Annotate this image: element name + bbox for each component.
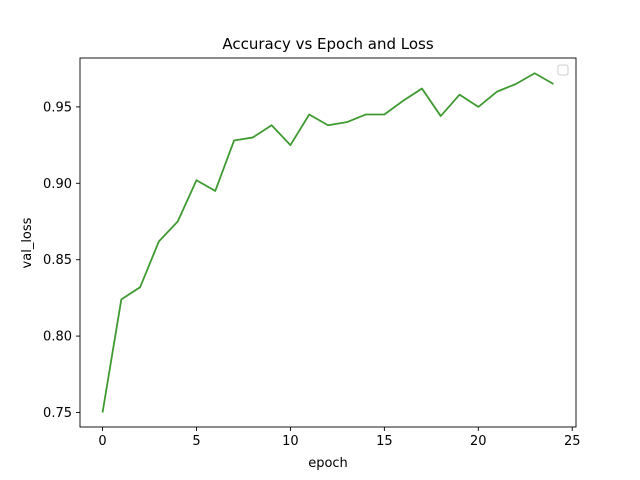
- y-axis-label: val_loss: [20, 217, 35, 268]
- y-tick-label-2: 0.85: [43, 253, 72, 268]
- y-tick-label-3: 0.90: [43, 177, 72, 192]
- x-tick-label-0: 0: [98, 434, 106, 449]
- chart-title: Accuracy vs Epoch and Loss: [222, 35, 433, 53]
- x-tick-label-1: 5: [192, 434, 200, 449]
- x-tick-label-4: 20: [470, 434, 487, 449]
- series-line-0: [101, 72, 554, 413]
- x-tick-label-3: 15: [376, 434, 393, 449]
- x-tick-label-2: 10: [282, 434, 299, 449]
- y-tick-label-1: 0.80: [43, 330, 72, 345]
- plot-area: 0 5 10 15 20 25 0.75 0.80 0.85 0.90 0.95: [43, 57, 581, 449]
- legend-box: [557, 64, 569, 76]
- x-tick-label-5: 25: [564, 434, 581, 449]
- x-axis-label: epoch: [308, 456, 348, 471]
- y-tick-label-4: 0.95: [43, 100, 72, 115]
- y-tick-label-0: 0.75: [43, 406, 72, 421]
- plot-frame: [79, 57, 577, 428]
